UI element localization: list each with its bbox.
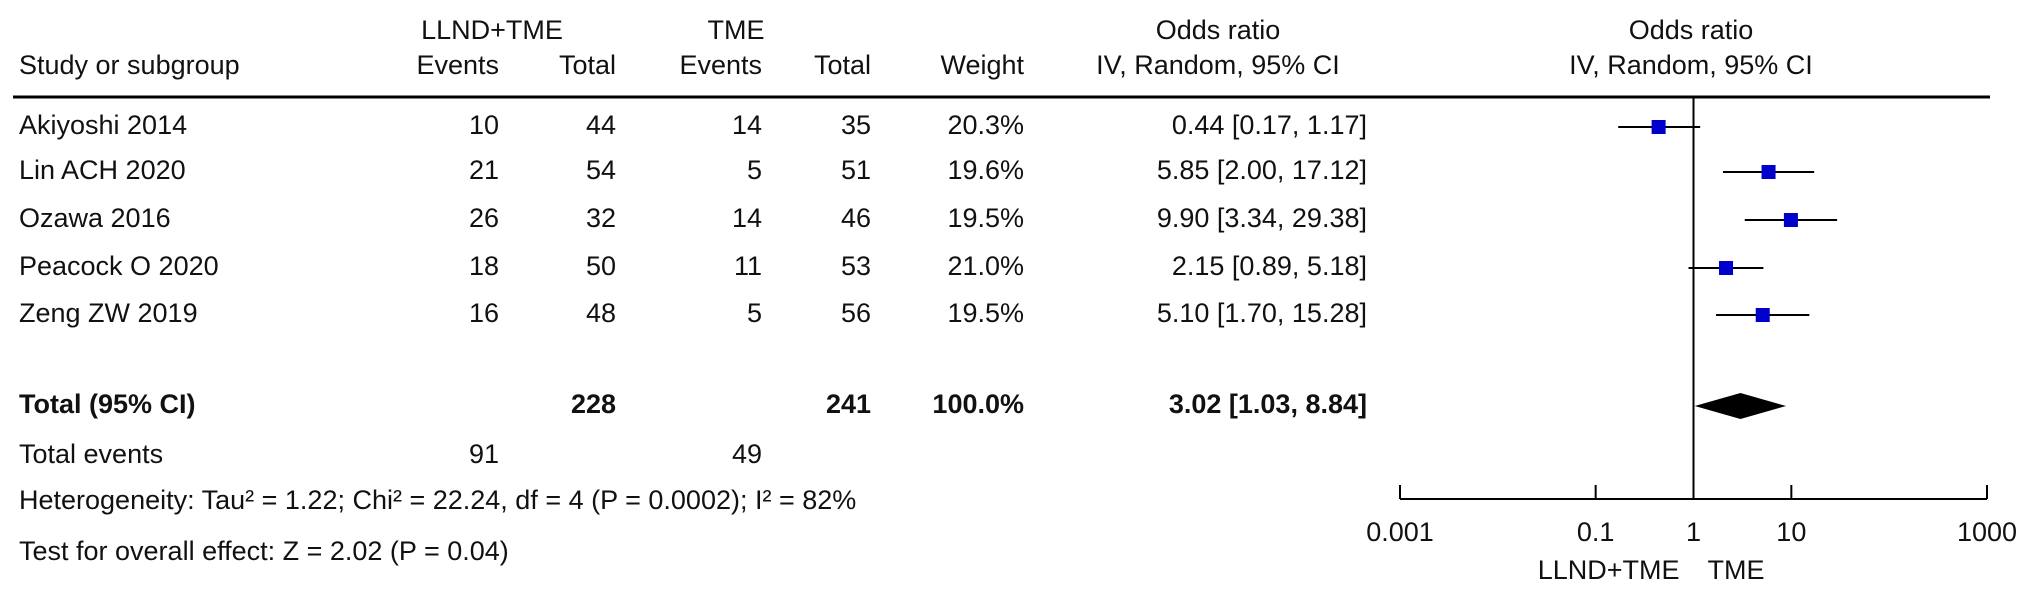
total-cell: 241 — [826, 389, 871, 419]
chart-title: Odds ratio — [1629, 15, 1754, 45]
or-header: Odds ratio — [1156, 15, 1281, 45]
total-cell: 228 — [571, 389, 616, 419]
x-tick-label: 0.1 — [1577, 517, 1615, 547]
point-estimate — [1761, 165, 1776, 179]
or-ci-label: 5.85 [2.00, 17.12] — [1157, 155, 1367, 185]
heterogeneity: Heterogeneity: Tau² = 1.22; Chi² = 22.24… — [19, 485, 856, 515]
x-tick-label: 0.001 — [1366, 517, 1434, 547]
table-cell: 14 — [732, 203, 762, 233]
table-cell: 53 — [841, 251, 871, 281]
table-cell: 21.0% — [947, 251, 1024, 281]
table-cell: 51 — [841, 155, 871, 185]
total-events-value: 49 — [732, 439, 762, 469]
x-tick-label: 10 — [1776, 517, 1806, 547]
column-header: Weight — [940, 50, 1024, 80]
favours-label: LLND+TME — [1538, 555, 1680, 585]
total-cell: 100.0% — [932, 389, 1024, 419]
or-ci-label: 9.90 [3.34, 29.38] — [1157, 203, 1367, 233]
column-header: Events — [416, 50, 499, 80]
point-estimate — [1755, 308, 1770, 322]
overall-effect: Test for overall effect: Z = 2.02 (P = 0… — [19, 536, 509, 566]
study-name: Peacock O 2020 — [19, 251, 219, 281]
table-cell: 21 — [469, 155, 499, 185]
group-header: TME — [708, 15, 765, 45]
or-ci-label: 5.10 [1.70, 15.28] — [1157, 298, 1367, 328]
chart-subtitle: IV, Random, 95% CI — [1569, 50, 1813, 80]
point-estimate — [1783, 213, 1798, 227]
table-cell: 16 — [469, 298, 499, 328]
table-cell: 35 — [841, 110, 871, 140]
table-cell: 5 — [747, 298, 762, 328]
total-events-value: 91 — [469, 439, 499, 469]
table-cell: 54 — [586, 155, 616, 185]
pooled-diamond — [1694, 393, 1787, 419]
table-cell: 20.3% — [947, 110, 1024, 140]
total-label: Total (95% CI) — [19, 389, 196, 419]
column-header: Study or subgroup — [19, 50, 240, 80]
table-cell: 50 — [586, 251, 616, 281]
favours-label: TME — [1708, 555, 1765, 585]
study-name: Zeng ZW 2019 — [19, 298, 198, 328]
table-cell: 19.5% — [947, 203, 1024, 233]
table-cell: 19.6% — [947, 155, 1024, 185]
study-name: Akiyoshi 2014 — [19, 110, 187, 140]
table-cell: 44 — [586, 110, 616, 140]
table-cell: 18 — [469, 251, 499, 281]
table-cell: 10 — [469, 110, 499, 140]
table-cell: 14 — [732, 110, 762, 140]
total-events-label: Total events — [19, 439, 163, 469]
or-ci-label: 0.44 [0.17, 1.17] — [1172, 110, 1367, 140]
table-cell: 11 — [734, 251, 762, 281]
column-header: Total — [814, 50, 871, 80]
table-cell: 26 — [469, 203, 499, 233]
table-cell: 19.5% — [947, 298, 1024, 328]
group-header: LLND+TME — [421, 15, 563, 45]
column-header: Total — [559, 50, 616, 80]
x-tick-label: 1 — [1686, 517, 1701, 547]
point-estimate — [1651, 120, 1666, 134]
table-cell: 56 — [841, 298, 871, 328]
table-cell: 32 — [586, 203, 616, 233]
or-subheader: IV, Random, 95% CI — [1096, 50, 1340, 80]
column-header: Events — [679, 50, 762, 80]
total-or-label: 3.02 [1.03, 8.84] — [1169, 389, 1367, 419]
table-cell: 5 — [747, 155, 762, 185]
table-cell: 48 — [586, 298, 616, 328]
point-estimate — [1719, 261, 1734, 275]
or-ci-label: 2.15 [0.89, 5.18] — [1172, 251, 1367, 281]
table-cell: 46 — [841, 203, 871, 233]
study-name: Ozawa 2016 — [19, 203, 171, 233]
x-tick-label: 1000 — [1957, 517, 2017, 547]
study-name: Lin ACH 2020 — [19, 155, 186, 185]
